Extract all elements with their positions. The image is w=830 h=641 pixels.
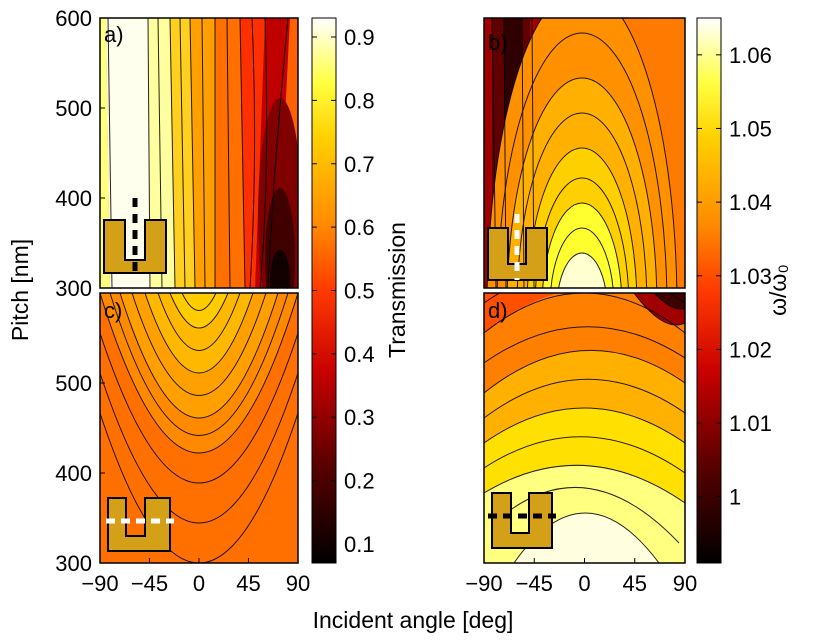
x-tick-label: −90 (81, 571, 118, 596)
panel-a: a) (99, 17, 299, 289)
panel-c: c) (99, 292, 299, 564)
y-axis-label: Pitch [nm] (7, 239, 33, 341)
colorbar-right-tick: 1.03 (729, 264, 772, 289)
colorbar-left-tick: 0.4 (344, 342, 375, 367)
inset-c (106, 497, 174, 552)
colorbar-right-tick: 1.04 (729, 190, 772, 215)
panel-d-label: d) (488, 298, 508, 323)
inset-b (487, 214, 548, 281)
colorbar-left-tick: 0.2 (344, 469, 375, 494)
x-tick-label: −90 (465, 571, 502, 596)
panel-d: d) (483, 292, 686, 564)
y-tick-label-a: 400 (55, 186, 92, 211)
y-tick-label-c: 400 (55, 461, 92, 486)
x-tick-label: 45 (623, 571, 647, 596)
panel-b: b) (483, 17, 686, 289)
colorbar-right-tick: 1.06 (729, 43, 772, 68)
y-tick-label-c: 500 (55, 371, 92, 396)
panel-c-plot (100, 293, 298, 563)
colorbar-left-label: Transmission (384, 222, 410, 358)
x-tick-label: 0 (193, 571, 205, 596)
colorbar-right-tick: 1.02 (729, 337, 772, 362)
panel-c-label: c) (104, 298, 122, 323)
x-axis-label: Incident angle [deg] (313, 607, 514, 633)
panel-a-plot (100, 18, 298, 288)
x-tick-label: 90 (286, 571, 310, 596)
panel-b-label: b) (488, 30, 508, 55)
colorbar-left-tick: 0.1 (344, 532, 375, 557)
colorbar-right-tick: 1 (729, 485, 741, 510)
y-tick-label-a: 500 (55, 96, 92, 121)
x-tick-label: −45 (516, 571, 553, 596)
colorbar-left-tick: 0.3 (344, 405, 375, 430)
colorbar-left-tick: 0.6 (344, 215, 375, 240)
inset-a (103, 198, 167, 274)
colorbar-right-tick: 1.05 (729, 116, 772, 141)
tick-layer: 300 400 500 600 300 400 500 −90 −45 0 45 90 −90 −45 0 4… (55, 6, 772, 596)
panel-a-label: a) (104, 22, 124, 47)
x-tick-label: 0 (578, 571, 590, 596)
y-tick-label-a: 600 (55, 6, 92, 31)
colorbar-right (697, 18, 721, 563)
x-tick-label: −45 (131, 571, 168, 596)
y-tick-label-a: 300 (55, 276, 92, 301)
colorbar-right-tick: 1.01 (729, 411, 772, 436)
colorbar-left-tick: 0.7 (344, 152, 375, 177)
x-tick-label: 90 (673, 571, 697, 596)
colorbar-left-tick: 0.9 (344, 25, 375, 50)
panel-d-plot (484, 293, 685, 563)
colorbar-left-tick: 0.5 (344, 279, 375, 304)
colorbar-right-label: ω/ω₀ (765, 264, 791, 316)
panel-b-plot (484, 18, 685, 288)
x-tick-label: 45 (236, 571, 260, 596)
colorbar-left-tick: 0.8 (344, 88, 375, 113)
inset-d (488, 492, 556, 549)
y-tick-label-c: 300 (55, 551, 92, 576)
